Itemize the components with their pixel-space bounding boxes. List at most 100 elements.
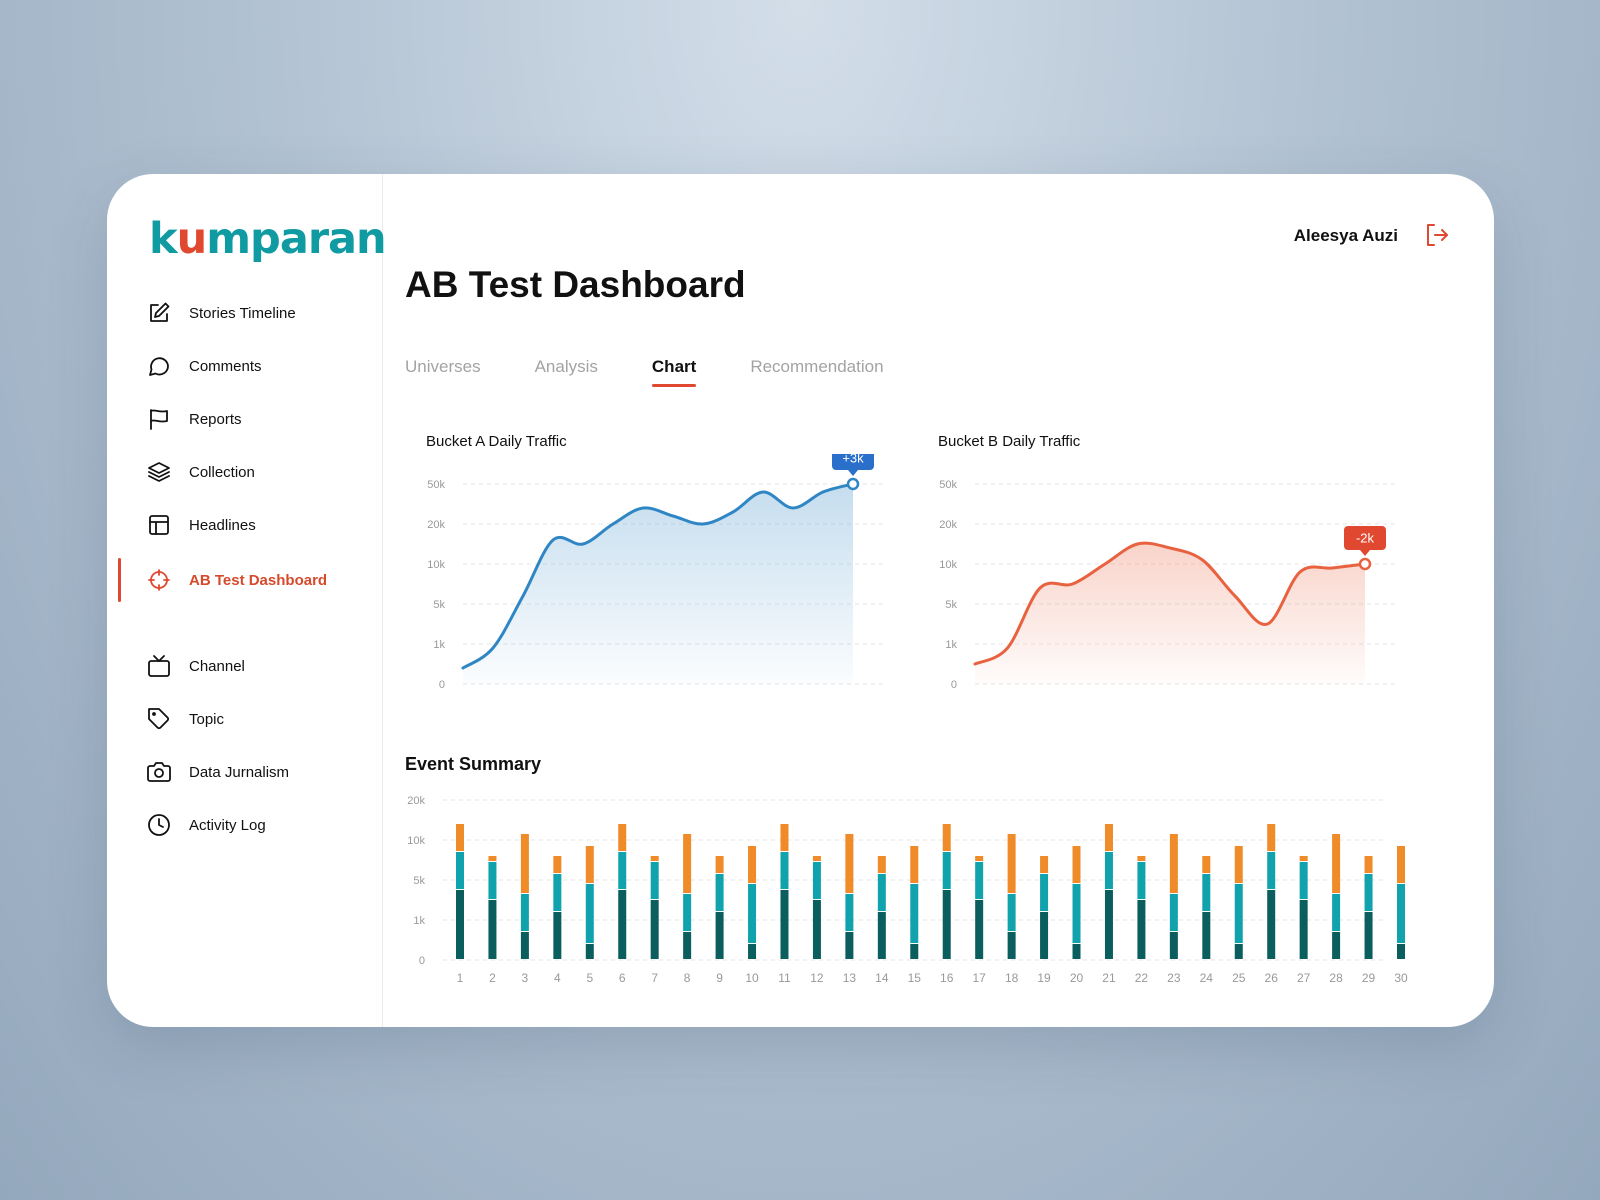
bar-segment-3 (1040, 856, 1049, 873)
sidebar-item-data-jurnalism[interactable]: Data Jurnalism (147, 756, 367, 788)
bucket-b-area-chart: 0 1k 5k 10k 20k 50k -2k (939, 479, 1395, 691)
bar-segment-1 (845, 932, 854, 959)
x-tick-label: 22 (1135, 971, 1149, 985)
bar-segment-2 (650, 862, 659, 899)
bar-segment-3 (488, 856, 497, 861)
y-tick-label: 10k (427, 559, 445, 571)
bar-segment-3 (1007, 834, 1016, 893)
x-tick-label: 7 (651, 971, 658, 985)
bar-segment-3 (1137, 856, 1146, 861)
bar-segment-1 (1169, 932, 1178, 959)
bar-segment-1 (910, 944, 919, 959)
bar-segment-2 (553, 874, 562, 911)
bar-segment-3 (650, 856, 659, 861)
bar-segment-2 (748, 884, 757, 943)
bar-segment-3 (845, 834, 854, 893)
x-tick-label: 1 (457, 971, 464, 985)
sidebar-item-headlines[interactable]: Headlines (147, 509, 367, 541)
y-tick-label: 10k (407, 835, 425, 847)
bar-segment-1 (1299, 900, 1308, 959)
x-tick-label: 21 (1102, 971, 1116, 985)
x-tick-label: 30 (1394, 971, 1408, 985)
tab-universes[interactable]: Universes (405, 357, 481, 376)
tab-chart[interactable]: Chart (651, 357, 697, 387)
bar-segment-2 (456, 852, 464, 889)
x-tick-label: 16 (940, 971, 954, 985)
sidebar-item-topic[interactable]: Topic (147, 703, 367, 735)
bar-segment-3 (1072, 846, 1081, 883)
delta-badge (832, 454, 874, 470)
sidebar-item-channel[interactable]: Channel (147, 650, 367, 682)
bar-segment-1 (748, 944, 757, 959)
bar-segment-2 (1169, 894, 1178, 931)
tab-analysis[interactable]: Analysis (534, 357, 598, 376)
bar-segment-3 (1299, 856, 1308, 861)
bar-segment-1 (715, 912, 724, 959)
bar-segment-2 (1299, 862, 1308, 899)
bar-segment-2 (1397, 884, 1405, 943)
tag-icon (147, 707, 171, 731)
y-tick-label: 20k (939, 519, 957, 531)
sidebar-item-comments[interactable]: Comments (147, 350, 367, 382)
bar-segment-3 (812, 856, 821, 861)
x-tick-label: 23 (1167, 971, 1181, 985)
sidebar-item-label: Activity Log (189, 816, 266, 834)
end-point (1358, 557, 1372, 571)
area-fill (463, 484, 853, 684)
bar-segment-3 (1104, 824, 1113, 851)
y-tick-label: 50k (427, 479, 445, 491)
bar-segment-2 (1364, 874, 1373, 911)
bar-segment-2 (1234, 884, 1243, 943)
bar-segment-3 (975, 856, 984, 861)
sidebar-item-collection[interactable]: Collection (147, 456, 367, 488)
bar-segment-2 (520, 894, 529, 931)
delta-badge-label: +3k (842, 454, 864, 466)
bar-segment-3 (877, 856, 886, 873)
bar-segment-2 (845, 894, 854, 931)
area-fill (975, 543, 1365, 684)
bar-segment-2 (910, 884, 919, 943)
bar-segment-3 (910, 846, 919, 883)
x-tick-label: 27 (1297, 971, 1311, 985)
x-tick-label: 5 (586, 971, 593, 985)
sidebar-item-activity-log[interactable]: Activity Log (147, 809, 367, 841)
y-tick-label: 1k (945, 639, 957, 651)
bar-segment-1 (1137, 900, 1146, 959)
dashboard-card: kumparan Stories Timeline Comments Repor… (107, 174, 1494, 1027)
sidebar-item-stories-timeline[interactable]: Stories Timeline (147, 297, 367, 329)
y-tick-label: 50k (939, 479, 957, 491)
tab-recommendation[interactable]: Recommendation (750, 357, 884, 376)
bar-segment-2 (780, 852, 789, 889)
camera-icon (147, 760, 171, 784)
y-tick-label: 1k (433, 639, 445, 651)
x-tick-label: 8 (684, 971, 691, 985)
active-indicator (118, 558, 121, 602)
bar-segment-2 (488, 862, 497, 899)
clock-icon (147, 813, 171, 837)
bar-segment-1 (780, 890, 789, 959)
sidebar-item-reports[interactable]: Reports (147, 403, 367, 435)
tv-icon (147, 654, 171, 678)
sidebar-item-label: AB Test Dashboard (189, 571, 328, 589)
bar-segment-1 (1072, 944, 1081, 959)
bar-segment-3 (553, 856, 562, 873)
series-line (461, 482, 855, 670)
user-name[interactable]: Aleesya Auzi (1293, 226, 1398, 245)
x-tick-label: 3 (522, 971, 529, 985)
sidebar-item-label: Channel (189, 657, 245, 675)
logout-icon[interactable] (1424, 222, 1450, 248)
bucket-a-area-chart: 0 1k 5k 10k 20k 50k +3k (427, 454, 883, 691)
bar-segment-3 (748, 846, 757, 883)
bar-segment-3 (1267, 824, 1276, 851)
bar-segment-2 (812, 862, 821, 899)
kumparan-logo[interactable]: kumparan (149, 214, 387, 264)
x-tick-label: 2 (489, 971, 496, 985)
bar-segment-2 (975, 862, 984, 899)
bar-segment-1 (650, 900, 659, 959)
bar-segment-3 (585, 846, 594, 883)
sidebar-item-ab-test-dashboard[interactable]: AB Test Dashboard (147, 564, 367, 596)
bar-segment-3 (942, 824, 951, 851)
bar-segment-3 (1364, 856, 1373, 873)
bar-segment-2 (715, 874, 724, 911)
